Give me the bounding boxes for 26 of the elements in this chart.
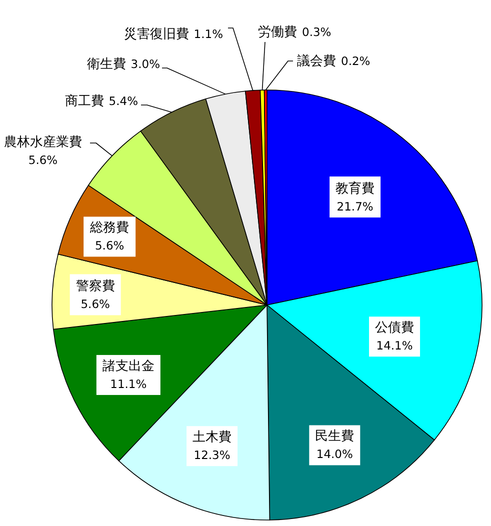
slice-label: 労働費 bbox=[258, 25, 297, 40]
slice-label: 商工費 bbox=[64, 94, 104, 109]
data-label: 0.3% bbox=[302, 25, 332, 39]
slice-label: 警察費 bbox=[76, 278, 115, 294]
data-label: 12.3% bbox=[194, 448, 230, 462]
slice-label: 土木費 bbox=[192, 430, 232, 446]
data-label: 5.6% bbox=[80, 297, 110, 312]
slice-label: 総務費 bbox=[89, 220, 130, 236]
slice-label: 衛生費 bbox=[86, 57, 126, 72]
data-label: 0.2% bbox=[341, 54, 370, 68]
data-label: 3.0% bbox=[130, 57, 160, 71]
data-label: 5.6% bbox=[94, 238, 124, 253]
data-label: 14.1% bbox=[376, 338, 413, 353]
data-label: 1.1% bbox=[194, 27, 224, 41]
data-label: 21.7% bbox=[336, 199, 374, 214]
data-label: 14.0% bbox=[316, 447, 353, 462]
slice-label: 公債費 bbox=[375, 320, 414, 336]
data-label: 5.6% bbox=[28, 153, 58, 167]
slice-label: 災害復旧費 bbox=[124, 26, 189, 42]
slice-label: 議会費 bbox=[297, 54, 336, 69]
data-label: 11.1% bbox=[110, 376, 147, 391]
slice-label: 諸支出金 bbox=[102, 358, 154, 374]
slice-label: 農林水産業費 bbox=[4, 134, 82, 150]
slice-label: 民生費 bbox=[315, 429, 354, 444]
slice-label: 教育費 bbox=[336, 180, 375, 196]
data-label: 5.4% bbox=[108, 94, 138, 108]
